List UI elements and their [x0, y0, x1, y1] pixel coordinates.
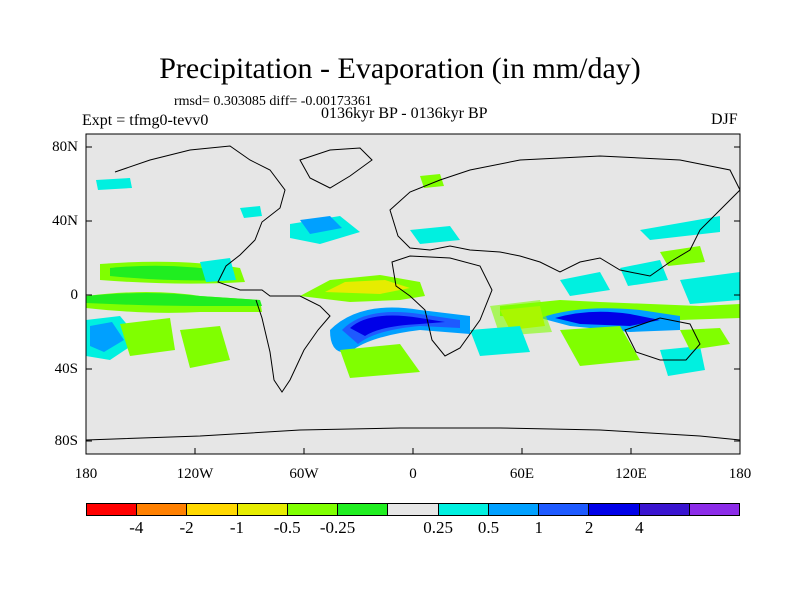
colorbar-label: 1 — [534, 518, 544, 537]
coastlines — [86, 145, 740, 441]
colorbar-label: -2 — [179, 518, 194, 537]
colorbar-box — [137, 504, 188, 515]
colorbar-box — [539, 504, 590, 515]
lon-label-180w: 180 — [74, 466, 98, 482]
colorbar-box — [287, 504, 339, 515]
lat-label-80n: 80N — [52, 139, 78, 155]
colorbar-box — [589, 504, 640, 515]
colorbar-label: 2 — [584, 518, 594, 537]
colorbar-box — [689, 504, 740, 515]
colorbar-box — [237, 504, 288, 515]
stats-label: rmsd= 0.303085 diff= -0.00173361 — [174, 94, 372, 109]
colorbar-label: -0.25 — [319, 518, 356, 537]
lon-label-120e: 120E — [615, 466, 647, 482]
lon-label-120w: 120W — [176, 466, 214, 482]
map-title: Precipitation - Evaporation (in mm/day) — [159, 52, 641, 85]
colorbar-box — [639, 504, 690, 515]
colorbar-label: 0.5 — [477, 518, 500, 537]
lat-label-40n: 40N — [52, 213, 78, 229]
anomaly-shading — [86, 174, 740, 378]
lat-label-80s: 80S — [54, 433, 78, 449]
lon-label-60w: 60W — [289, 466, 319, 482]
colorbar-label: -1 — [229, 518, 244, 537]
colorbar-box — [187, 504, 238, 515]
colorbar-box — [438, 504, 489, 515]
lon-label-180e: 180 — [728, 466, 752, 482]
colorbar-label: -0.5 — [273, 518, 301, 537]
season-label: DJF — [711, 111, 738, 128]
colorbar-label: 0.25 — [423, 518, 454, 537]
lat-label-0: 0 — [70, 287, 79, 303]
colorbar-label: 4 — [635, 518, 644, 537]
lat-label-40s: 40S — [54, 361, 78, 377]
colorbar-box — [338, 504, 389, 515]
colorbar-box — [87, 504, 138, 515]
map-ticks — [86, 146, 740, 454]
colorbar — [86, 503, 740, 516]
colorbar-label: -4 — [129, 518, 144, 537]
period-label: 0136kyr BP - 0136kyr BP — [321, 105, 488, 122]
experiment-label: Expt = tfmg0-tevv0 — [82, 112, 209, 129]
lon-label-0: 0 — [409, 466, 417, 482]
colorbar-box — [488, 504, 540, 515]
lon-label-60e: 60E — [509, 466, 535, 482]
colorbar-box — [388, 504, 439, 515]
